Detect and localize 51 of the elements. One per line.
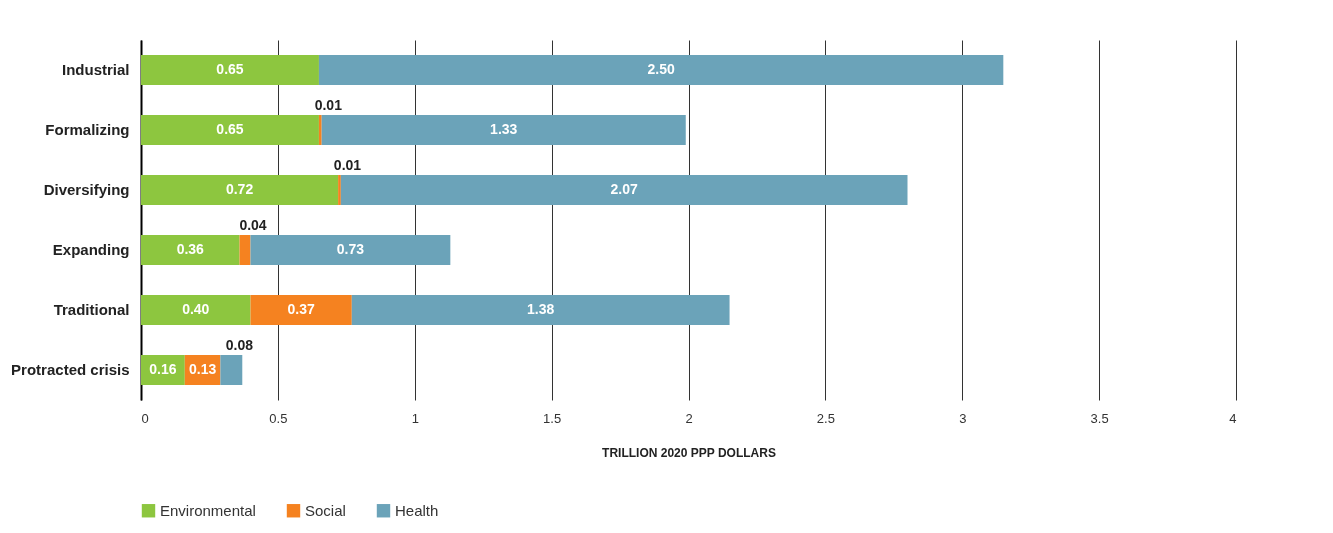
legend-label: Social [305,501,346,519]
bar [318,55,1004,85]
data-label: 2.07 [610,181,639,197]
y-tick-label: Traditional [53,301,130,318]
x-tick-label: 2 [685,410,693,426]
legend-label: Environmental [160,501,256,519]
x-tick-label: 2.5 [816,410,835,426]
data-label: 0.65 [216,121,244,137]
data-label: 0.16 [149,361,177,377]
data-label: 0.36 [176,241,205,257]
bar [351,295,730,325]
x-axis-title: TRILLION 2020 PPP DOLLARS [602,445,776,460]
y-tick-label: Protracted crisis [11,361,130,378]
bar [141,175,339,205]
data-label: 0.37 [287,301,315,317]
data-label: 0.13 [188,361,217,377]
bar [250,295,352,325]
y-tick-label: Formalizing [45,121,130,138]
x-tick-label: 3 [959,410,967,426]
x-tick-label: 3.5 [1090,410,1109,426]
bar [141,55,319,85]
data-label: 0.40 [182,301,210,317]
data-label: 1.33 [490,121,518,137]
x-tick-label: 1 [411,410,419,426]
bar [220,355,243,385]
legend-label: Health [395,501,439,519]
x-tick-label: 0 [141,410,149,426]
bar [239,235,251,265]
y-tick-label: Expanding [52,241,130,258]
bar [141,235,240,265]
y-tick-label: Diversifying [43,181,130,198]
data-label: 0.01 [333,157,362,173]
data-label: 0.01 [314,97,343,113]
x-tick-label: 4 [1229,410,1237,426]
data-label: 0.65 [216,61,244,77]
data-label: 2.50 [647,61,675,77]
bar [250,235,451,265]
x-tick-label: 0.5 [269,410,288,426]
bar [141,295,251,325]
data-label: 1.38 [527,301,555,317]
x-tick-label: 1.5 [543,410,562,426]
bar [338,175,341,205]
data-label: 0.04 [239,217,267,233]
bar [141,115,319,145]
bar [340,175,908,205]
bar [321,115,686,145]
data-label: 0.08 [225,337,254,353]
data-label: 0.73 [336,241,365,257]
data-label: 0.72 [225,181,254,197]
bar [318,115,322,145]
y-tick-label: Industrial [61,61,130,78]
